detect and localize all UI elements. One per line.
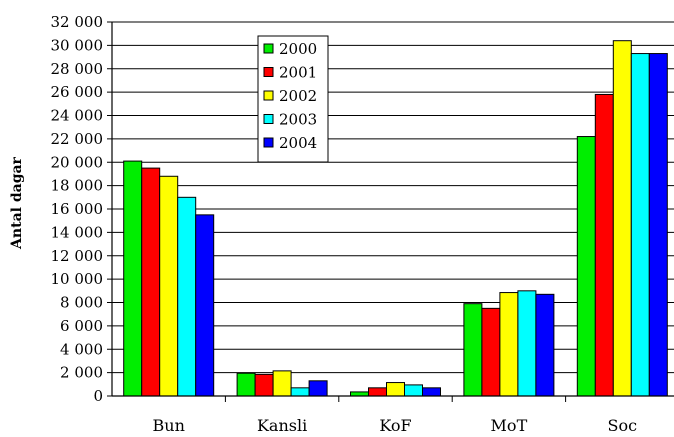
legend-swatch-2001 bbox=[263, 67, 274, 77]
y-tick-label: 2 000 bbox=[60, 364, 103, 382]
bar-soc-2002 bbox=[612, 40, 632, 397]
legend-label: 2001 bbox=[279, 64, 317, 82]
bar-kansli-2000 bbox=[236, 372, 256, 397]
legend-label: 2004 bbox=[279, 134, 317, 152]
y-axis-title: Antal dagar bbox=[9, 156, 25, 249]
bar-mot-2004 bbox=[535, 293, 555, 397]
legend-label: 2002 bbox=[279, 87, 317, 105]
x-category-label: Bun bbox=[153, 416, 185, 435]
bar-kansli-2004 bbox=[308, 380, 328, 397]
bar-kof-2001 bbox=[368, 387, 387, 397]
bar-kof-2004 bbox=[422, 387, 441, 397]
bar-bun-2004 bbox=[195, 214, 215, 397]
y-tick-label: 0 bbox=[93, 387, 103, 405]
bar-kansli-2003 bbox=[290, 387, 310, 397]
y-tick-label: 4 000 bbox=[60, 340, 103, 358]
y-tick-label: 6 000 bbox=[60, 317, 103, 335]
bar-kansli-2002 bbox=[272, 370, 292, 397]
bar-bun-2000 bbox=[123, 160, 143, 397]
y-tick-label: 28 000 bbox=[51, 60, 104, 78]
legend-swatch-2002 bbox=[263, 90, 274, 101]
x-category-label: MoT bbox=[491, 416, 528, 435]
y-tick-label: 22 000 bbox=[51, 130, 104, 148]
bar-series bbox=[123, 40, 668, 397]
bar-mot-2003 bbox=[517, 290, 537, 397]
y-tick-label: 32 000 bbox=[51, 13, 104, 31]
y-axis-ticks: 0 2 000 4 000 6 000 8 000 10 000 12 000 14 000 1… bbox=[51, 13, 112, 405]
bar-kof-2002 bbox=[386, 382, 405, 397]
bar-soc-2001 bbox=[594, 93, 614, 397]
bar-bun-2002 bbox=[159, 175, 179, 397]
legend: 2000 2001 2002 2003 2004 bbox=[257, 35, 329, 163]
x-axis-labels: Bun Kansli KoF MoT Soc bbox=[153, 396, 638, 435]
bar-bun-2003 bbox=[177, 196, 197, 397]
bar-kansli-2001 bbox=[254, 373, 274, 397]
y-tick-label: 20 000 bbox=[51, 153, 104, 171]
x-category-label: Kansli bbox=[257, 416, 307, 435]
legend-swatch-2000 bbox=[263, 43, 274, 54]
legend-swatch-2004 bbox=[263, 137, 274, 148]
y-tick-label: 24 000 bbox=[51, 107, 104, 125]
y-tick-label: 18 000 bbox=[51, 177, 104, 195]
bar-bun-2001 bbox=[141, 167, 161, 397]
y-tick-label: 30 000 bbox=[51, 36, 104, 54]
y-tick-label: 8 000 bbox=[60, 294, 103, 312]
bar-mot-2000 bbox=[463, 303, 483, 397]
y-tick-label: 26 000 bbox=[51, 83, 104, 101]
x-category-label: Soc bbox=[608, 416, 638, 435]
bar-soc-2004 bbox=[648, 53, 668, 397]
bar-kof-2000 bbox=[350, 391, 369, 397]
bar-mot-2002 bbox=[499, 292, 519, 397]
x-category-label: KoF bbox=[379, 416, 411, 435]
y-tick-label: 14 000 bbox=[51, 223, 104, 241]
legend-label: 2003 bbox=[279, 111, 317, 129]
bar-soc-2003 bbox=[630, 53, 650, 397]
bar-mot-2001 bbox=[481, 307, 501, 397]
bar-kof-2003 bbox=[404, 384, 423, 397]
y-tick-label: 10 000 bbox=[51, 270, 104, 288]
y-tick-label: 16 000 bbox=[51, 200, 104, 218]
bar-soc-2000 bbox=[576, 136, 596, 397]
legend-label: 2000 bbox=[279, 40, 317, 58]
legend-swatch-2003 bbox=[263, 114, 274, 124]
y-tick-label: 12 000 bbox=[51, 247, 104, 265]
